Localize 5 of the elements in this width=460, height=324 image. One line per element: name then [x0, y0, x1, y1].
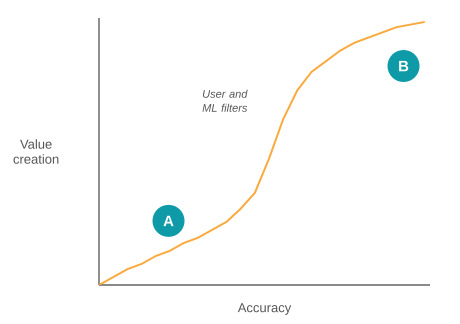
annotation: A	[163, 216, 174, 226]
annotation: B	[399, 60, 408, 72]
annotation: User and ML filters	[202, 90, 248, 112]
y-axis-title: Value creation	[14, 139, 58, 164]
x-axis-title: Accuracy	[238, 303, 292, 315]
